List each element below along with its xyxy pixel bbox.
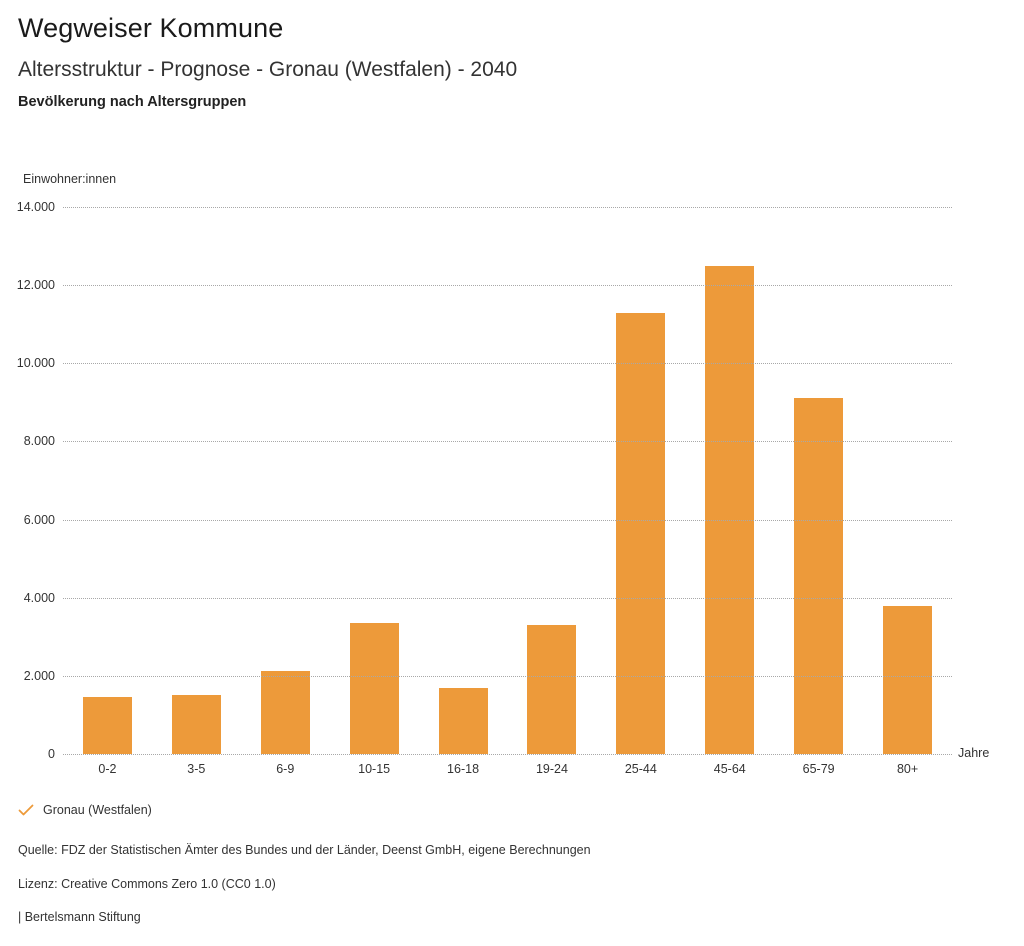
license-note: Lizenz: Creative Commons Zero 1.0 (CC0 1… [18,876,276,891]
bar[interactable] [794,398,844,754]
y-axis-tick-label: 14.000 [16,200,55,214]
bar[interactable] [883,605,933,754]
bar[interactable] [438,688,488,754]
legend[interactable]: Gronau (Westfalen) [18,803,152,817]
gridline [63,285,952,287]
y-axis-tick-labels: 0 2.000 4.000 6.000 8.000 10.000 12.000 14.000 [0,200,55,761]
bar-chart: Einwohner:innen 0 2.000 4.000 6.000 8.000 10.… [0,160,1024,790]
gridline [63,675,952,677]
gridline [63,441,952,443]
source-note: Quelle: FDZ der Statistischen Ämter des … [18,843,591,857]
x-axis-title: Jahre [958,746,990,760]
x-axis-tick-label: 25-44 [624,762,657,776]
x-axis-tick-label: 80+ [896,762,919,776]
publisher-note: | Bertelsmann Stiftung [18,910,141,924]
x-axis-tick-label: 6-9 [276,762,295,776]
y-axis-tick-label: 12.000 [16,278,55,293]
bar[interactable] [349,623,399,754]
bar[interactable] [705,265,755,754]
x-axis-tick-label: 10-15 [358,762,391,776]
page-title: Wegweiser Kommune [18,13,284,43]
bar-series [63,207,952,754]
bar[interactable] [260,671,310,754]
y-axis-tick-label: 0 [48,747,55,761]
x-axis-tick-label: 65-79 [802,762,835,776]
chart-header: Wegweiser Kommune Altersstruktur - Progn… [18,13,518,111]
chart-subtitle: Altersstruktur - Prognose - Gronau (West… [18,57,518,81]
gridline [63,207,952,208]
y-axis-tick-label: 6.000 [23,512,55,527]
chart-caption: Bevölkerung nach Altersgruppen [18,93,247,110]
gridline [63,597,952,599]
legend-item-label: Gronau (Westfalen) [43,803,152,817]
gridline [63,519,952,521]
x-axis-tick-label: 45-64 [713,762,746,776]
bar[interactable] [527,625,577,754]
x-axis-tick-label: 19-24 [535,762,568,776]
gridline [63,363,952,365]
check-icon [18,803,34,817]
x-axis-tick-labels: 0-2 3-5 6-9 10-15 16-18 19-24 25-44 45-64 65-79 8… [63,762,952,784]
y-axis-tick-label: 2.000 [23,668,55,683]
y-axis-tick-label: 8.000 [23,434,55,449]
y-axis-tick-label: 10.000 [16,356,55,371]
x-axis-tick-label: 16-18 [447,762,480,776]
gridline [63,754,952,755]
bar[interactable] [82,697,132,754]
x-axis-tick-label: 0-2 [98,762,117,776]
bar[interactable] [616,312,666,754]
footnotes: Quelle: FDZ der Statistischen Ämter des … [18,843,918,925]
y-axis-tick-label: 4.000 [23,590,55,605]
bar[interactable] [171,695,221,754]
y-axis-title: Einwohner:innen [23,172,117,186]
plot-area [63,207,952,755]
x-axis-tick-label: 3-5 [187,762,206,776]
